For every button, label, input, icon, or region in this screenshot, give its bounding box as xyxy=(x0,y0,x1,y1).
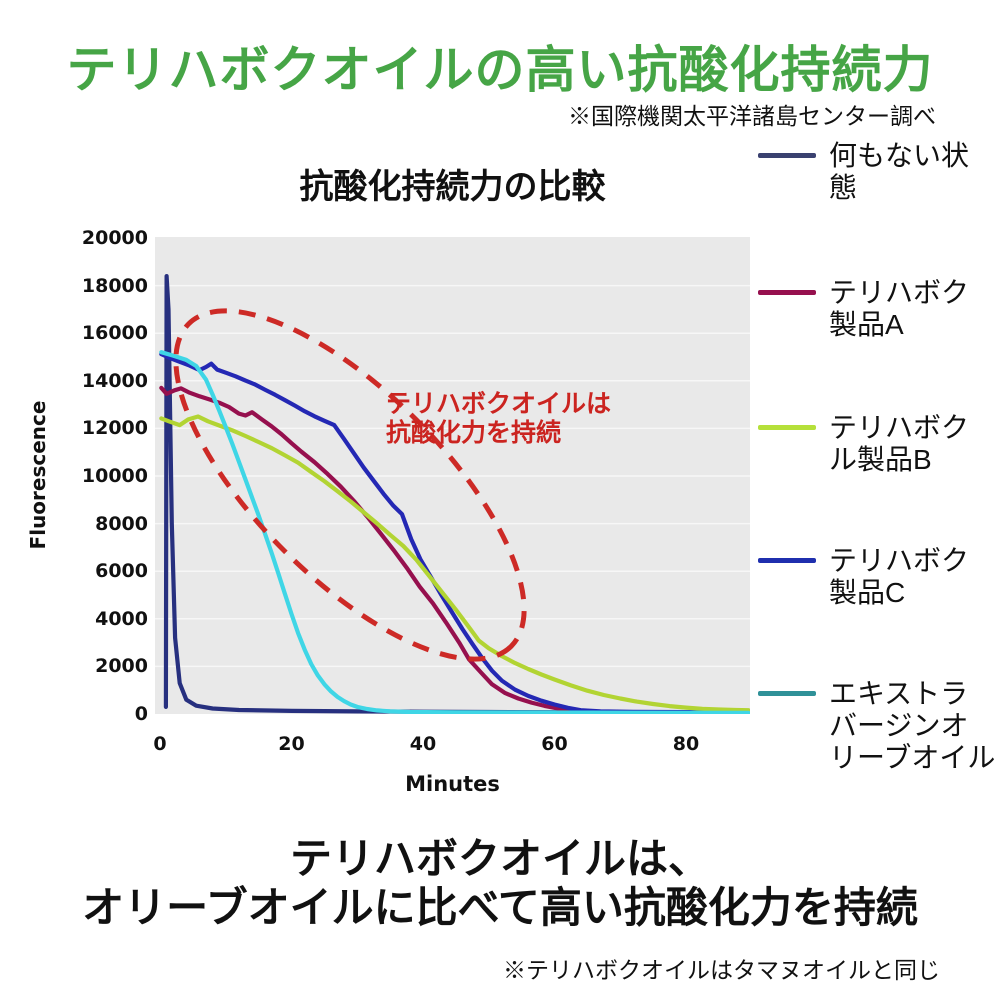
legend-swatch xyxy=(758,290,816,295)
y-tick-label: 10000 xyxy=(81,465,148,487)
legend-label: テリハボク 製品C xyxy=(829,545,970,608)
legend-swatch xyxy=(758,558,816,563)
x-tick-label: 60 xyxy=(541,733,568,755)
series-line xyxy=(159,350,750,714)
y-tick-label: 6000 xyxy=(95,560,148,583)
legend-swatch xyxy=(758,153,816,158)
source-note: ※国際機関太平洋諸島センター調べ xyxy=(568,103,936,129)
y-tick-label: 16000 xyxy=(81,322,148,345)
bottom-heading: テリハボクオイルは、 オリーブオイルに比べて高い抗酸化力を持続 xyxy=(82,835,918,931)
legend-item: テリハボク 製品C xyxy=(758,545,969,609)
x-tick-label: 80 xyxy=(672,733,700,755)
y-tick-label: 18000 xyxy=(81,274,148,297)
legend-swatch xyxy=(758,425,816,430)
y-tick-label: 8000 xyxy=(95,512,148,535)
legend-item: 何もない状 態 xyxy=(758,140,969,204)
legend-item: テリハボク 製品A xyxy=(758,277,969,341)
y-tick-label: 0 xyxy=(134,703,148,725)
legend-label: エキストラ バージンオ リーブオイル xyxy=(829,678,996,773)
series-line xyxy=(159,351,750,714)
annotation-ellipse xyxy=(173,308,527,662)
y-tick-label: 12000 xyxy=(81,417,148,440)
x-axis-label: Minutes xyxy=(405,772,500,796)
legend-item: テリハボク ル製品B xyxy=(758,412,969,476)
chart-title: 抗酸化持続力の比較 xyxy=(299,168,606,206)
bottom-note: ※テリハボクオイルはタマヌオイルと同じ xyxy=(503,957,940,983)
legend-label: テリハボク ル製品B xyxy=(829,412,970,475)
y-tick-label: 20000 xyxy=(81,227,148,249)
y-tick-label: 14000 xyxy=(81,369,148,392)
y-tick-label: 2000 xyxy=(95,655,148,678)
y-tick-label: 4000 xyxy=(95,607,148,630)
annotation-text: テリハボクオイルは 抗酸化力を持続 xyxy=(386,390,612,447)
x-tick-label: 20 xyxy=(278,733,305,755)
x-tick-label: 0 xyxy=(153,733,167,755)
chart-canvas xyxy=(155,273,750,714)
series-line xyxy=(163,273,750,714)
legend-label: 何もない状 態 xyxy=(829,140,970,203)
x-tick-label: 40 xyxy=(409,733,437,755)
plot-area xyxy=(155,237,750,714)
legend-label: テリハボク 製品A xyxy=(829,277,970,340)
legend-item: エキストラ バージンオ リーブオイル xyxy=(758,678,995,774)
legend-swatch xyxy=(758,691,816,696)
page-title: テリハボクオイルの高い抗酸化持続力 xyxy=(66,42,934,98)
series-line xyxy=(159,414,750,713)
